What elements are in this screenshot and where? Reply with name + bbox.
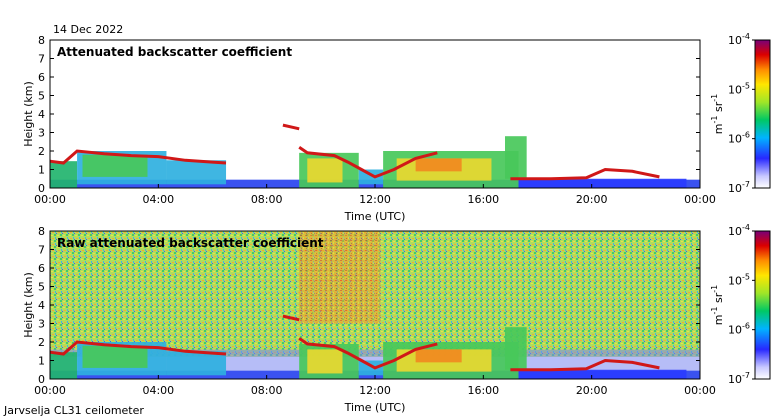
y-tick-label: 6	[38, 71, 45, 84]
y-tick-label: 0	[38, 373, 45, 386]
y-tick-label: 4	[38, 299, 45, 312]
cloud-block	[415, 349, 462, 363]
cloud-block	[82, 154, 148, 177]
x-tick-label: 00:00	[34, 384, 66, 397]
x-tick-label: 04:00	[142, 193, 174, 206]
y-tick-label: 3	[38, 127, 45, 140]
colorbar	[754, 230, 771, 380]
cloud-base-line	[510, 358, 660, 372]
colorbar-unit-label: m-1 sr-1	[710, 94, 725, 134]
colorbar-unit-label: m-1 sr-1	[710, 285, 725, 325]
cloud-block	[307, 158, 343, 183]
cloud-base-line	[510, 167, 660, 181]
y-tick-label: 2	[38, 336, 45, 349]
cloud-block	[518, 178, 687, 188]
cloud-block	[518, 369, 687, 379]
cloud-base-line	[298, 146, 438, 179]
cloud-block	[166, 351, 227, 376]
panels: 0 1 2 3 4 5 6 7 8 00:00 04:00 08:00 12:00 16:00 20:00 0…	[22, 32, 771, 414]
x-tick-label: 00:00	[684, 193, 716, 206]
colorbar-tick-label: 10-4	[728, 223, 750, 238]
y-tick-label: 5	[38, 90, 45, 103]
instrument-label: Jarvselja CL31 ceilometer	[3, 404, 144, 417]
x-tick-label: 20:00	[576, 384, 608, 397]
y-tick-label: 2	[38, 145, 45, 158]
x-tick-label: 08:00	[251, 384, 283, 397]
y-tick-label: 7	[38, 244, 45, 257]
cloud-block	[50, 352, 78, 379]
y-tick-label: 6	[38, 262, 45, 275]
x-tick-label: 12:00	[359, 193, 391, 206]
cloud-base-line	[298, 337, 438, 370]
y-tick-label: 5	[38, 281, 45, 294]
colorbar-tick-label: 10-4	[728, 32, 750, 47]
x-tick-label: 20:00	[576, 193, 608, 206]
cloud-block	[50, 161, 78, 188]
colorbar-tick-label: 10-7	[728, 371, 750, 386]
panel-1: 0 1 2 3 4 5 6 7 8 00:00 04:00 08:00 12:00 16:00 20:00 0…	[22, 32, 771, 223]
y-tick-label: 0	[38, 182, 45, 195]
cloud-block	[307, 349, 343, 374]
x-axis-label: Time (UTC)	[344, 401, 406, 414]
elevated-layer-line	[282, 123, 300, 131]
panel-title: Raw attenuated backscatter coefficient	[57, 236, 324, 250]
y-tick-label: 3	[38, 318, 45, 331]
y-tick-label: 1	[38, 355, 45, 368]
x-axis-label: Time (UTC)	[344, 210, 406, 223]
cloud-block	[505, 136, 527, 179]
x-tick-label: 00:00	[684, 384, 716, 397]
date-label: 14 Dec 2022	[53, 23, 123, 36]
cloud-block	[166, 160, 227, 185]
cloud-block	[415, 158, 462, 172]
y-tick-label: 4	[38, 108, 45, 121]
colorbar-tick-label: 10-6	[728, 131, 750, 146]
cloud-base-line	[49, 149, 227, 165]
cloud-block	[82, 345, 148, 368]
y-tick-label: 1	[38, 164, 45, 177]
x-tick-label: 16:00	[467, 193, 499, 206]
cloud-block	[505, 327, 527, 370]
x-tick-label: 08:00	[251, 193, 283, 206]
cloud-base-line	[49, 340, 227, 356]
noise-warm-region	[299, 231, 381, 324]
cloud-block	[358, 360, 384, 376]
colorbar-tick-label: 10-5	[728, 81, 750, 96]
y-tick-label: 7	[38, 53, 45, 66]
elevated-layer-line	[282, 314, 300, 322]
colorbar-tick-label: 10-6	[728, 322, 750, 337]
panel-2: 0 1 2 3 4 5 6 7 8 00:00 04:00 08:00 12:00 16:00 20:00 0…	[22, 223, 771, 414]
colorbar	[754, 39, 771, 189]
colorbar-tick-label: 10-7	[728, 180, 750, 195]
y-axis-label: Height (km)	[22, 81, 35, 147]
x-tick-label: 12:00	[359, 384, 391, 397]
y-tick-label: 8	[38, 34, 45, 47]
x-tick-label: 04:00	[142, 384, 174, 397]
cloud-block	[358, 169, 384, 185]
x-tick-label: 00:00	[34, 193, 66, 206]
y-axis-label: Height (km)	[22, 272, 35, 338]
y-tick-label: 8	[38, 225, 45, 238]
x-tick-label: 16:00	[467, 384, 499, 397]
colorbar-tick-label: 10-5	[728, 272, 750, 287]
panel-title: Attenuated backscatter coefficient	[57, 45, 292, 59]
